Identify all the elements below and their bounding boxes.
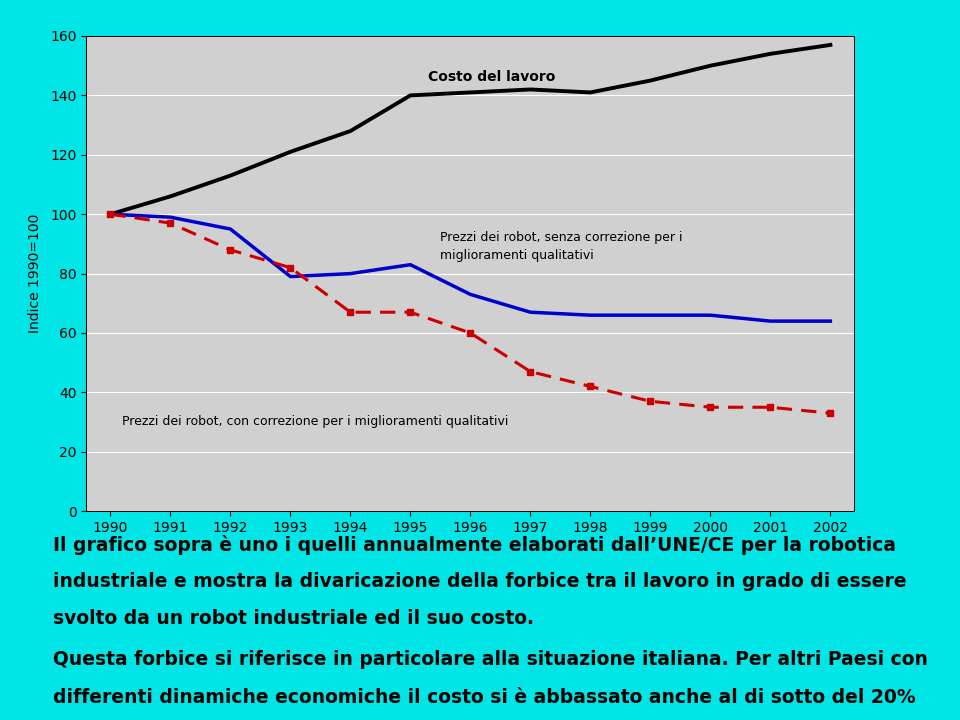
Text: Costo del lavoro: Costo del lavoro [428,70,556,84]
Text: svolto da un robot industriale ed il suo costo.: svolto da un robot industriale ed il suo… [53,609,534,628]
Text: Prezzi dei robot, senza correzione per i: Prezzi dei robot, senza correzione per i [441,231,683,244]
Text: Questa forbice si riferisce in particolare alla situazione italiana. Per altri P: Questa forbice si riferisce in particola… [53,650,927,670]
Y-axis label: Indice 1990=100: Indice 1990=100 [28,214,42,333]
Text: differenti dinamiche economiche il costo si è abbassato anche al di sotto del 20: differenti dinamiche economiche il costo… [53,688,916,707]
Text: Prezzi dei robot, con correzione per i miglioramenti qualitativi: Prezzi dei robot, con correzione per i m… [123,415,509,428]
Text: industriale e mostra la divaricazione della forbice tra il lavoro in grado di es: industriale e mostra la divaricazione de… [53,572,906,591]
Text: Il grafico sopra è uno i quelli annualmente elaborati dall’UNE/CE per la robotic: Il grafico sopra è uno i quelli annualme… [53,534,896,554]
Text: miglioramenti qualitativi: miglioramenti qualitativi [441,248,594,261]
